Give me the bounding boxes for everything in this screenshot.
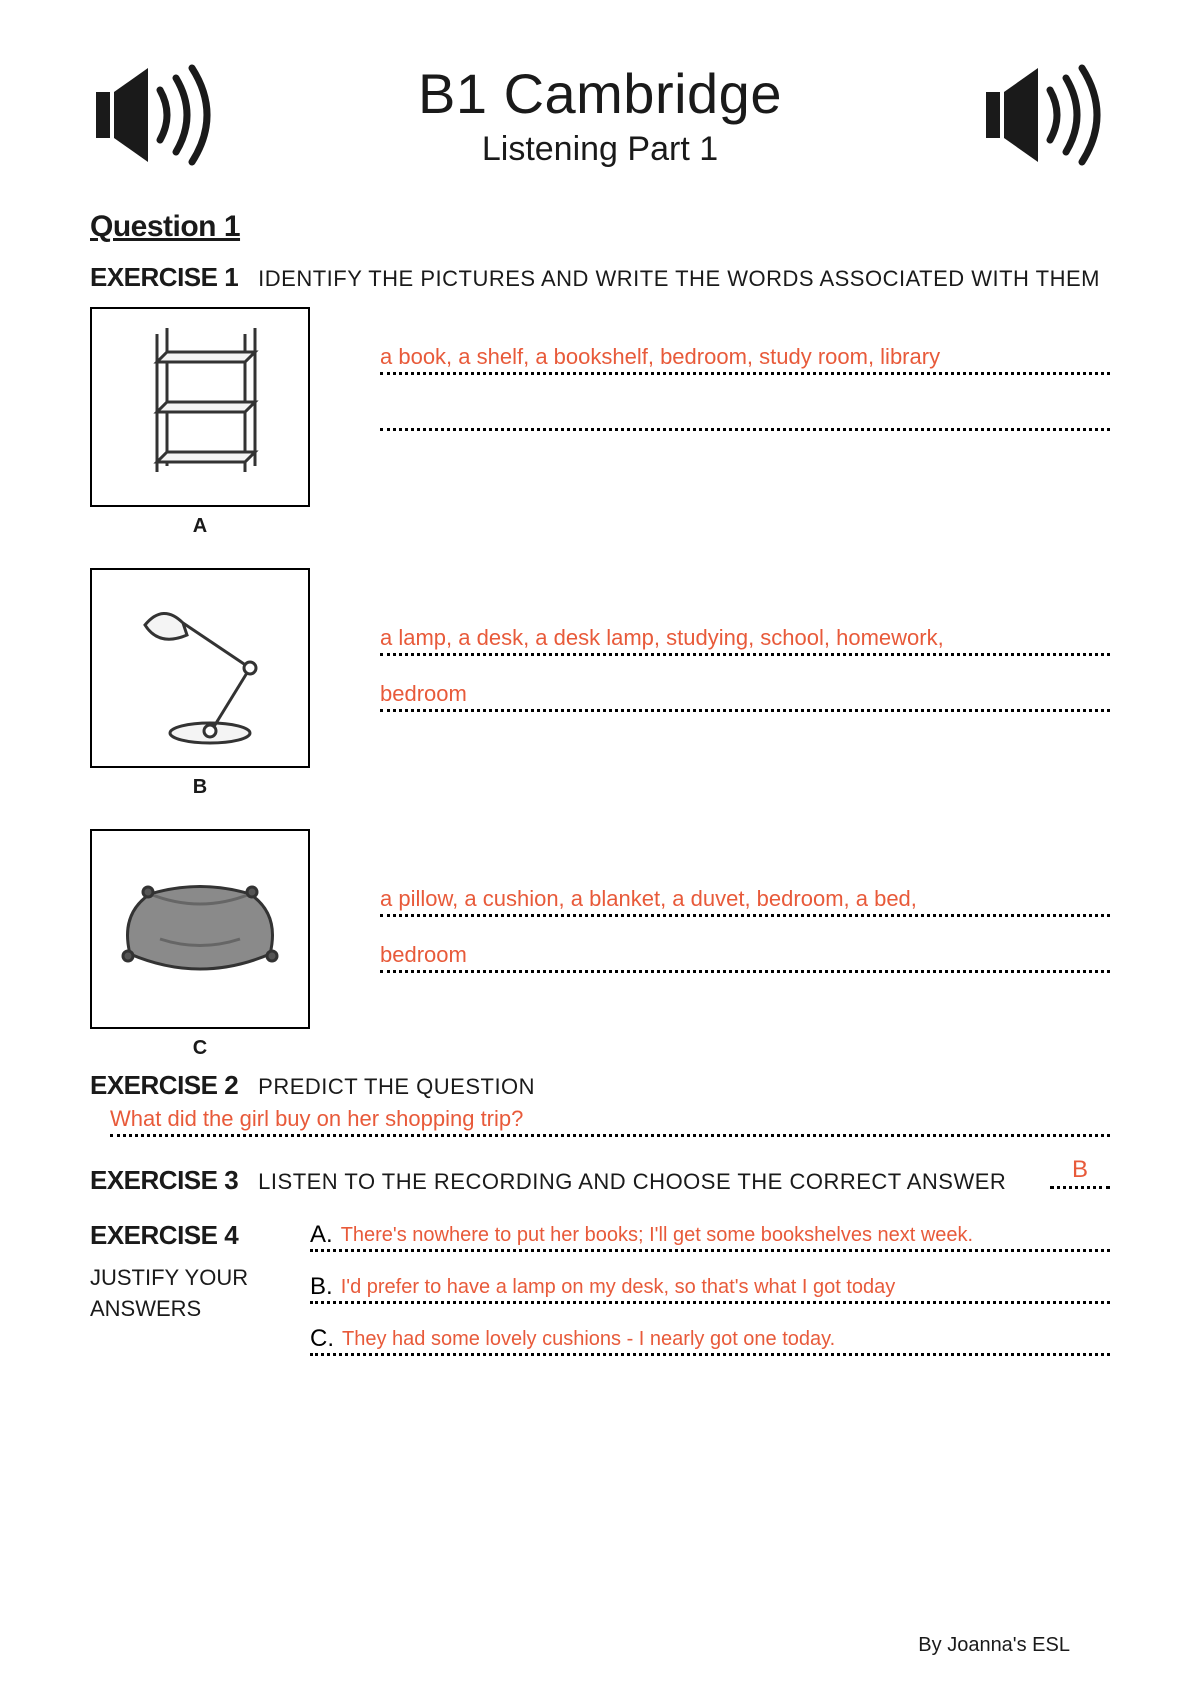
exercise-2-instruction: PREDICT THE QUESTION <box>258 1074 535 1100</box>
picture-c-cushion <box>90 829 310 1029</box>
option-letter: A. <box>310 1221 333 1249</box>
exercise-4-label: EXERCISE 4 <box>90 1220 270 1251</box>
title-block: B1 Cambridge Listening Part 1 <box>220 61 980 169</box>
answer-lines-c: a pillow, a cushion, a blanket, a duvet,… <box>380 829 1110 1001</box>
exercise-3-header: EXERCISE 3 LISTEN TO THE RECORDING AND C… <box>90 1161 1110 1196</box>
picture-a-letter: A <box>90 515 310 538</box>
exercise-2-header: EXERCISE 2 PREDICT THE QUESTION <box>90 1070 1110 1101</box>
answer-line[interactable]: a pillow, a cushion, a blanket, a duvet,… <box>380 889 1110 917</box>
answer-lines-b: a lamp, a desk, a desk lamp, studying, s… <box>380 568 1110 740</box>
speaker-icon <box>980 60 1110 170</box>
answer-lines-a: a book, a shelf, a bookshelf, bedroom, s… <box>380 307 1110 459</box>
justify-line-c[interactable]: C. They had some lovely cushions - I nea… <box>310 1324 1110 1356</box>
exercise-4-sublabel: JUSTIFY YOUR ANSWERS <box>90 1263 270 1325</box>
justify-line-b[interactable]: B. I'd prefer to have a lamp on my desk,… <box>310 1272 1110 1304</box>
justify-line-a[interactable]: A. There's nowhere to put her books; I'l… <box>310 1220 1110 1252</box>
exercise-1-label: EXERCISE 1 <box>90 262 238 293</box>
option-letter: C. <box>310 1325 334 1353</box>
exercise-1-item-c: C a pillow, a cushion, a blanket, a duve… <box>90 829 1110 1060</box>
answer-text: a pillow, a cushion, a blanket, a duvet,… <box>380 886 917 912</box>
picture-c-letter: C <box>90 1037 310 1060</box>
exercise-4-block: EXERCISE 4 JUSTIFY YOUR ANSWERS A. There… <box>90 1220 1110 1376</box>
answer-line[interactable] <box>380 403 1110 431</box>
exercise-1-item-b: B a lamp, a desk, a desk lamp, studying,… <box>90 568 1110 799</box>
exercise-2-answer: What did the girl buy on her shopping tr… <box>110 1106 523 1132</box>
header: B1 Cambridge Listening Part 1 <box>90 60 1110 170</box>
answer-line[interactable]: bedroom <box>380 945 1110 973</box>
picture-b-letter: B <box>90 776 310 799</box>
exercise-3-instruction: LISTEN TO THE RECORDING AND CHOOSE THE C… <box>258 1169 1006 1195</box>
sub-title: Listening Part 1 <box>220 130 980 169</box>
exercise-1-instruction: IDENTIFY THE PICTURES AND WRITE THE WORD… <box>258 266 1100 292</box>
answer-text: bedroom <box>380 942 467 968</box>
main-title: B1 Cambridge <box>220 61 980 126</box>
answer-text: bedroom <box>380 681 467 707</box>
exercise-3-answer: B <box>1050 1156 1110 1184</box>
option-letter: B. <box>310 1273 333 1301</box>
byline: By Joanna's ESL <box>918 1634 1070 1657</box>
question-heading: Question 1 <box>90 210 1110 244</box>
answer-text: a book, a shelf, a bookshelf, bedroom, s… <box>380 344 940 370</box>
picture-a-bookshelf <box>90 307 310 507</box>
option-text: I'd prefer to have a lamp on my desk, so… <box>341 1276 896 1301</box>
exercise-2-answer-line[interactable]: What did the girl buy on her shopping tr… <box>110 1109 1110 1137</box>
exercise-1-header: EXERCISE 1 IDENTIFY THE PICTURES AND WRI… <box>90 262 1110 293</box>
exercise-1-item-a: A a book, a shelf, a bookshelf, bedroom,… <box>90 307 1110 538</box>
option-text: They had some lovely cushions - I nearly… <box>342 1328 835 1353</box>
exercise-3-label: EXERCISE 3 <box>90 1165 238 1196</box>
answer-text: a lamp, a desk, a desk lamp, studying, s… <box>380 625 944 651</box>
answer-line[interactable]: a book, a shelf, a bookshelf, bedroom, s… <box>380 347 1110 375</box>
option-text: There's nowhere to put her books; I'll g… <box>341 1224 973 1249</box>
picture-b-desk-lamp <box>90 568 310 768</box>
speaker-icon <box>90 60 220 170</box>
exercise-2-label: EXERCISE 2 <box>90 1070 238 1101</box>
answer-line[interactable]: a lamp, a desk, a desk lamp, studying, s… <box>380 628 1110 656</box>
answer-line[interactable]: bedroom <box>380 684 1110 712</box>
exercise-3-answer-slot[interactable]: B <box>1050 1161 1110 1189</box>
